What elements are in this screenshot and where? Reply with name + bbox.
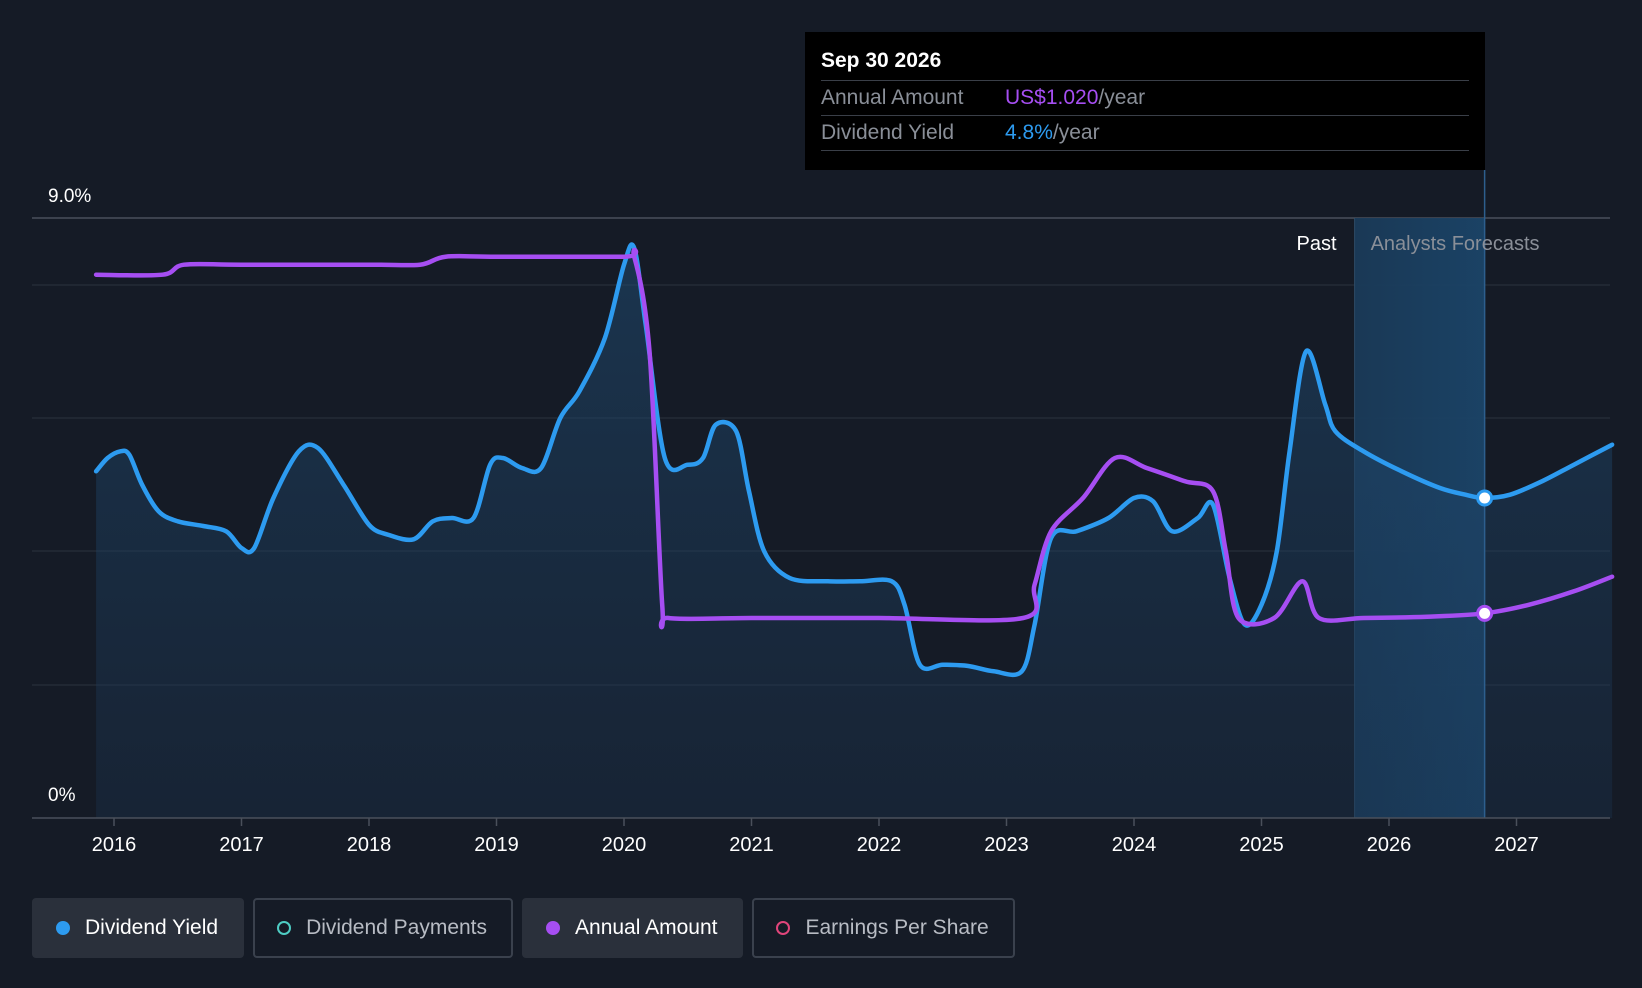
- tooltip-unit: /year: [1098, 86, 1146, 109]
- series-lines: [93, 242, 1615, 678]
- x-tick-label: 2026: [1367, 834, 1412, 856]
- tooltip-date: Sep 30 2026: [821, 46, 1469, 81]
- x-tick-label: 2023: [984, 834, 1029, 856]
- x-tick-label: 2022: [857, 834, 902, 856]
- x-axis: 2016 2017 2018 2019 2020 2021 2022 2023 2024 2025…: [32, 817, 1610, 856]
- tooltip-label: Dividend Yield: [821, 121, 955, 144]
- legend-earnings-per-share-button[interactable]: Earnings Per Share: [752, 898, 1015, 958]
- forecast-region-label: Analysts Forecasts: [1371, 233, 1540, 255]
- series-line: [93, 247, 1615, 630]
- earnings-per-share-ring-icon: [776, 921, 791, 935]
- chart-tooltip: Sep 30 2026 Annual Amount US$1.020 /year…: [805, 32, 1485, 170]
- x-tick-label: 2016: [92, 834, 137, 856]
- y-axis-bottom-label: 0%: [48, 785, 76, 806]
- tooltip-row-annual-amount: Annual Amount US$1.020 /year: [821, 81, 1469, 116]
- legend-label: Earnings Per Share: [805, 916, 989, 939]
- tooltip-unit: /year: [1052, 121, 1100, 144]
- legend-label: Dividend Payments: [306, 916, 488, 939]
- legend-dividend-payments-button[interactable]: Dividend Payments: [253, 898, 514, 958]
- dividend-payments-ring-icon: [277, 921, 292, 935]
- series-line: [93, 242, 1615, 678]
- x-tick-label: 2018: [347, 834, 392, 856]
- past-region-label: Past: [1297, 233, 1337, 255]
- annual-amount-dot-icon: [546, 921, 561, 935]
- tooltip-label: Annual Amount: [821, 86, 964, 109]
- y-axis-top-label: 9.0%: [48, 186, 91, 207]
- chart-labels: 9.0% 0% Past Analysts Forecasts: [48, 186, 1540, 806]
- legend-annual-amount-button[interactable]: Annual Amount: [522, 898, 744, 958]
- tooltip-value: 4.8%: [1005, 121, 1053, 144]
- legend-dividend-yield-button[interactable]: Dividend Yield: [32, 898, 245, 958]
- tooltip-row-dividend-yield: Dividend Yield 4.8% /year: [821, 116, 1469, 151]
- x-tick-label: 2017: [219, 834, 264, 856]
- cursor-point-marker: [1476, 489, 1494, 507]
- chart-legend: Dividend Yield Dividend Payments Annual …: [32, 898, 1015, 958]
- cursor-markers: [1476, 489, 1494, 622]
- tooltip-value: US$1.020: [1005, 86, 1099, 109]
- x-tick-label: 2021: [729, 834, 774, 856]
- x-tick-label: 2024: [1112, 834, 1157, 856]
- series-areas: [96, 244, 1613, 818]
- x-tick-label: 2025: [1239, 834, 1284, 856]
- x-tick-label: 2027: [1494, 834, 1539, 856]
- x-tick-label: 2020: [602, 834, 647, 856]
- dividend-yield-dot-icon: [56, 921, 70, 935]
- x-tick-label: 2019: [474, 834, 519, 856]
- cursor-point-marker: [1476, 604, 1494, 622]
- series-area: [96, 244, 1613, 818]
- legend-label: Dividend Yield: [85, 916, 219, 939]
- legend-label: Annual Amount: [575, 916, 718, 939]
